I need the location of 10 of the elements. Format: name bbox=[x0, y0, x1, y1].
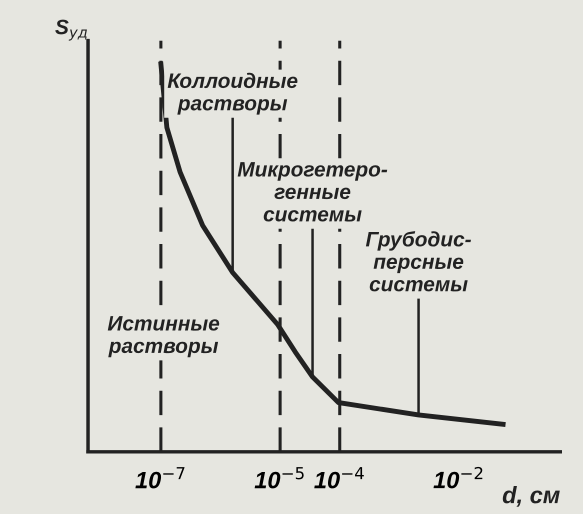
x-axis-title: d, см bbox=[502, 486, 560, 507]
x-tick-label: 10$^{−2}$ bbox=[434, 466, 482, 488]
annotation: Грубодис- персные системы bbox=[366, 231, 471, 292]
y-axis-title: S$_{уд}$ bbox=[55, 20, 87, 41]
x-tick-label: 10$^{−7}$ bbox=[135, 467, 184, 488]
x-tick-label: 10$^{−5}$ bbox=[254, 467, 304, 488]
annotation: Истинные растворы bbox=[108, 316, 220, 358]
x-tick-label: 10$^{−4}$ bbox=[314, 467, 364, 488]
annotation: Коллоидные растворы bbox=[168, 72, 298, 115]
annotation: Микрогетеро- генные системы bbox=[238, 162, 388, 222]
